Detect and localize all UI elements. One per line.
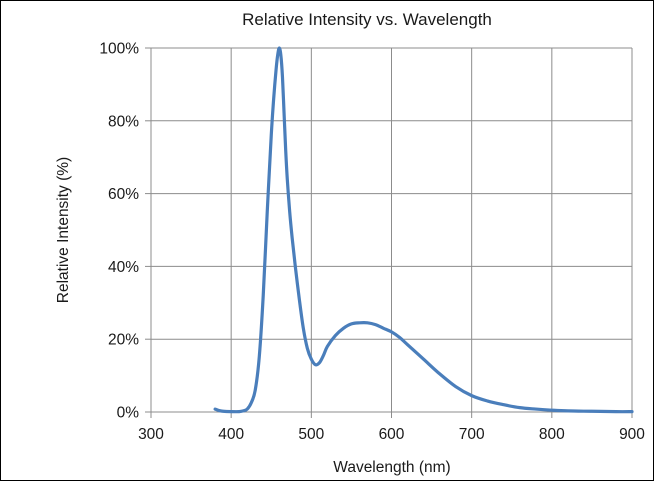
y-tick-label: 40% [108, 259, 139, 276]
y-tick-label: 80% [108, 113, 139, 130]
chart-title: Relative Intensity vs. Wavelength [242, 10, 492, 29]
x-tick-label: 800 [539, 426, 565, 443]
x-tick-label: 600 [379, 426, 405, 443]
x-tick-label: 400 [218, 426, 244, 443]
x-tick-label: 700 [459, 426, 485, 443]
y-tick-label: 60% [108, 186, 139, 203]
y-tick-label: 20% [108, 332, 139, 349]
x-tick-label: 300 [138, 426, 164, 443]
x-tick-label: 900 [619, 426, 645, 443]
x-axis-ticks: 300 400 500 600 700 800 900 [138, 412, 645, 443]
y-tick-label: 100% [99, 41, 139, 58]
x-axis-label: Wavelength (nm) [333, 459, 450, 476]
grid [150, 47, 633, 413]
series-line [213, 46, 634, 414]
x-tick-label: 500 [298, 426, 324, 443]
y-axis-label: Relative Intensity (%) [55, 157, 72, 303]
y-axis-ticks: 0% 20% 40% 60% 80% 100% [99, 41, 151, 422]
y-tick-label: 0% [117, 405, 140, 422]
